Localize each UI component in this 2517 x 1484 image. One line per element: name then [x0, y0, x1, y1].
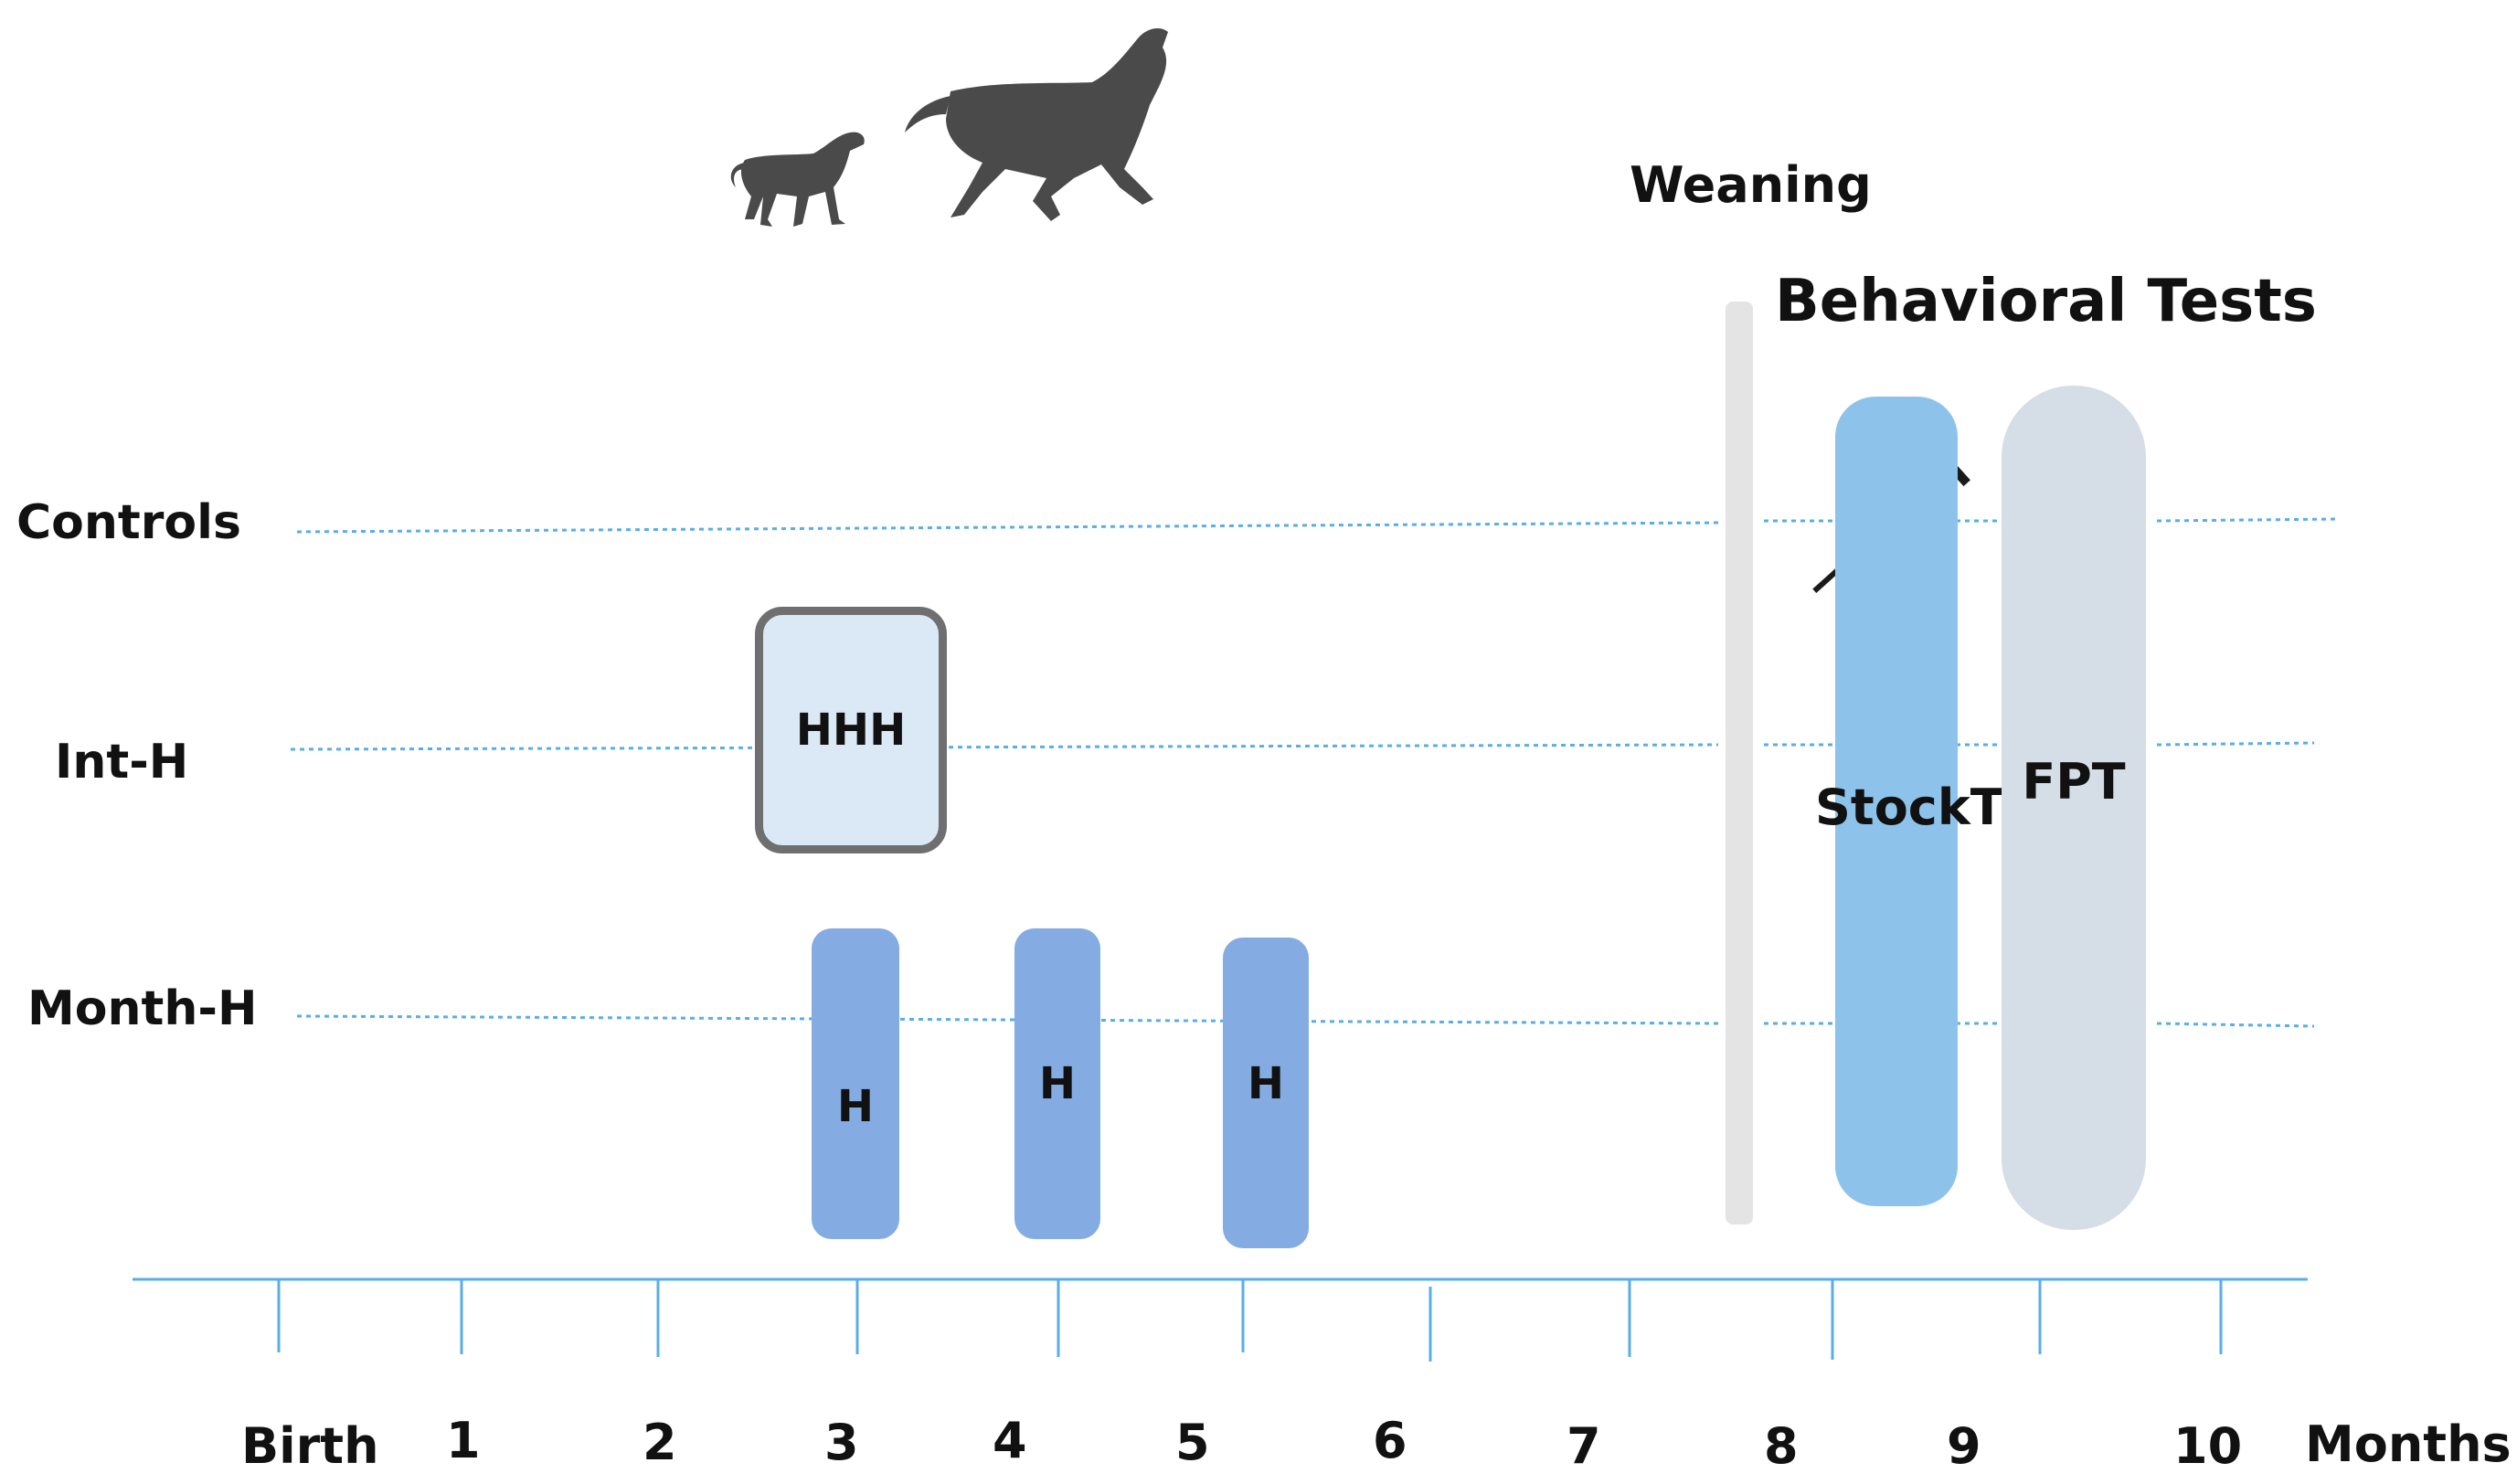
axis-label-5: 5	[1175, 1414, 1210, 1471]
row-label-int-h: Int-H	[55, 735, 189, 790]
weaning-bar	[1726, 302, 1753, 1224]
axis-label-8: 8	[1764, 1417, 1799, 1475]
behavioral-tests-title: Behavioral Tests	[1775, 268, 2317, 335]
month-h-line	[296, 1014, 1719, 1025]
handling-box-3: H	[1223, 938, 1309, 1248]
row-label-month-h: Month-H	[27, 981, 258, 1036]
controls-line	[296, 521, 1719, 534]
stock-test-label: StockT	[1815, 779, 2004, 836]
axis-label-4: 4	[993, 1412, 1027, 1469]
axis-label-6: 6	[1373, 1412, 1407, 1469]
hhh-box: HHH	[755, 607, 947, 853]
int-h-line	[290, 743, 1719, 751]
int-h-line-right	[2156, 741, 2315, 747]
axis-label-7: 7	[1566, 1417, 1601, 1475]
row-label-controls: Controls	[16, 495, 241, 550]
handling-box-1: H	[812, 928, 899, 1239]
axis-label-2: 2	[643, 1414, 677, 1471]
weaning-label: Weaning	[1630, 156, 1872, 214]
axis-label-9: 9	[1947, 1417, 1981, 1475]
foal-icon	[730, 132, 865, 227]
fpt-label: FPT	[2022, 753, 2126, 811]
axis-label-birth: Birth	[241, 1417, 379, 1475]
month-h-line-right	[2156, 1022, 2315, 1028]
axis-unit-months: Months	[2305, 1415, 2512, 1473]
axis-label-1: 1	[446, 1412, 481, 1469]
mare-icon	[905, 27, 1168, 222]
axis-label-3: 3	[824, 1414, 859, 1471]
controls-line-right	[2156, 517, 2341, 523]
stock-test-box: StockT	[1815, 397, 2004, 1206]
handling-box-2: H	[1014, 928, 1100, 1239]
fpt-box: FPT	[2002, 386, 2146, 1230]
axis-label-10: 10	[2173, 1417, 2243, 1475]
